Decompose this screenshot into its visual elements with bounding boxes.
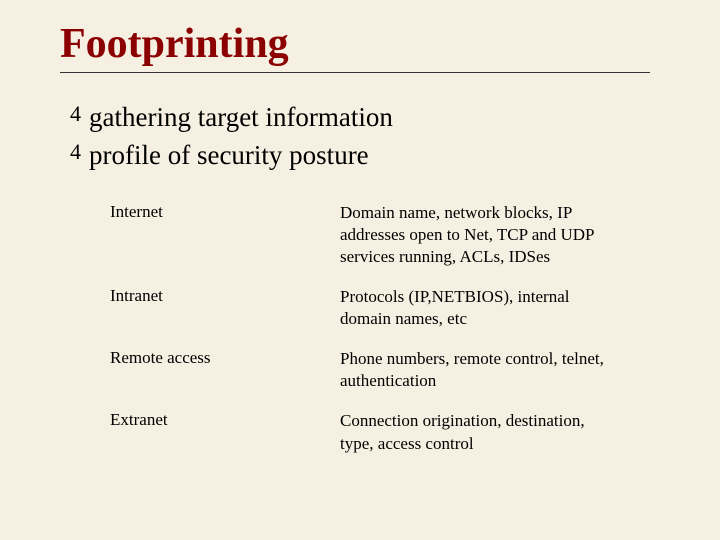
bullet-text: gathering target information xyxy=(89,101,393,133)
category-label: Internet xyxy=(110,202,340,268)
slide-title: Footprinting xyxy=(60,20,680,68)
bullet-text: profile of security posture xyxy=(89,139,369,171)
info-table: Internet Domain name, network blocks, IP… xyxy=(110,202,680,455)
category-label: Extranet xyxy=(110,410,340,454)
table-row: Intranet Protocols (IP,NETBIOS), interna… xyxy=(110,286,680,330)
category-label: Intranet xyxy=(110,286,340,330)
category-detail: Connection origination, destination, typ… xyxy=(340,410,620,454)
category-detail: Domain name, network blocks, IP addresse… xyxy=(340,202,620,268)
bullet-icon: 4 xyxy=(70,101,81,127)
category-detail: Phone numbers, remote control, telnet, a… xyxy=(340,348,620,392)
category-label: Remote access xyxy=(110,348,340,392)
bullet-item: 4 gathering target information xyxy=(70,101,680,133)
table-row: Remote access Phone numbers, remote cont… xyxy=(110,348,680,392)
title-underline xyxy=(60,72,650,73)
bullet-list: 4 gathering target information 4 profile… xyxy=(70,101,680,172)
bullet-icon: 4 xyxy=(70,139,81,165)
slide-container: Footprinting 4 gathering target informat… xyxy=(0,0,720,493)
category-detail: Protocols (IP,NETBIOS), internal domain … xyxy=(340,286,620,330)
table-row: Extranet Connection origination, destina… xyxy=(110,410,680,454)
table-row: Internet Domain name, network blocks, IP… xyxy=(110,202,680,268)
bullet-item: 4 profile of security posture xyxy=(70,139,680,171)
